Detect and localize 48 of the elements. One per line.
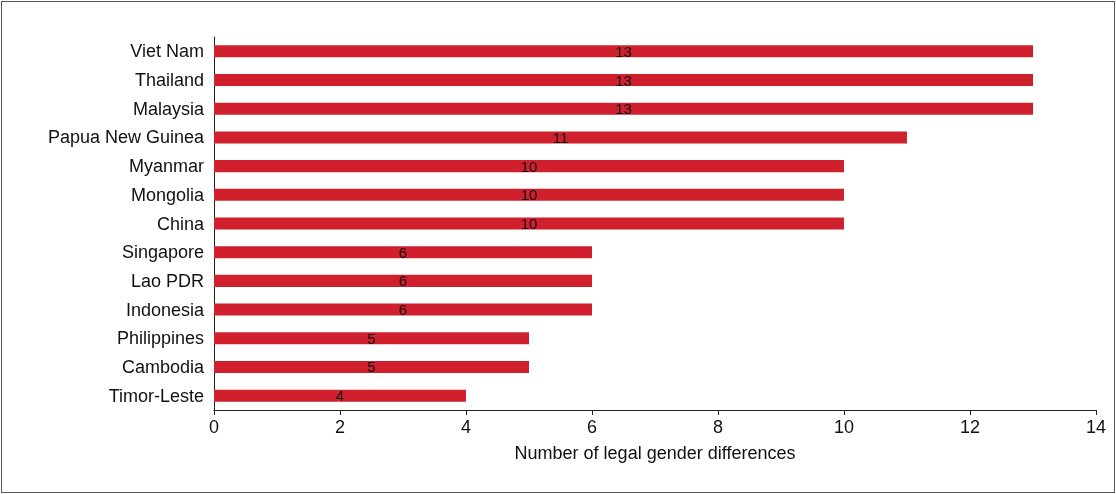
- y-tick-label: Singapore: [121, 242, 204, 263]
- bar: [214, 102, 1033, 115]
- data-label: 10: [520, 157, 538, 175]
- y-tick-label: Thailand: [134, 70, 204, 91]
- data-label: 6: [398, 272, 408, 290]
- data-label: 5: [367, 329, 376, 347]
- x-tick-label: 6: [586, 417, 598, 437]
- y-tick-label: Mongolia: [130, 184, 205, 205]
- data-label: 11: [552, 128, 569, 146]
- bar: [214, 160, 844, 173]
- x-tick-label: 12: [959, 417, 981, 437]
- data-label: 10: [520, 215, 538, 232]
- data-label: 13: [615, 71, 632, 89]
- bar: [214, 188, 844, 201]
- bar: [214, 303, 592, 316]
- x-tick-label: 14: [1085, 417, 1107, 437]
- bar: [214, 217, 844, 230]
- data-label: 4: [335, 387, 345, 405]
- y-tick-label: Philippines: [116, 328, 204, 349]
- bar: [214, 131, 907, 144]
- y-tick-label: Malaysia: [132, 98, 205, 119]
- data-label: 10: [520, 186, 538, 204]
- y-tick-label: Cambodia: [121, 356, 205, 377]
- bar: [214, 274, 592, 287]
- bar: [214, 332, 529, 345]
- data-label: 13: [615, 42, 632, 60]
- y-tick-label: Myanmar: [128, 156, 204, 177]
- y-tick-label: Lao PDR: [130, 270, 204, 291]
- data-label: 5: [367, 358, 376, 376]
- x-tick-label: 10: [833, 417, 855, 437]
- bar: [214, 45, 1033, 58]
- y-tick-label: Papua New Guinea: [47, 127, 205, 148]
- y-tick-label: Viet Nam: [130, 41, 204, 62]
- y-tick-label: Indonesia: [125, 299, 205, 320]
- x-tick-label: 8: [712, 417, 724, 437]
- data-label: 13: [615, 100, 632, 118]
- x-tick-label: 0: [208, 417, 220, 437]
- x-axis-title: Number of legal gender differences: [514, 443, 796, 463]
- x-tick-label: 2: [334, 417, 346, 437]
- bar: [214, 246, 592, 259]
- bar: [214, 74, 1033, 87]
- x-tick-label: 4: [460, 417, 472, 437]
- data-label: 6: [398, 301, 408, 319]
- bar: [214, 360, 529, 373]
- bar: [214, 389, 466, 402]
- y-tick-label: Timor-Leste: [108, 385, 204, 406]
- data-label: 6: [398, 243, 408, 261]
- y-tick-label: China: [156, 213, 205, 234]
